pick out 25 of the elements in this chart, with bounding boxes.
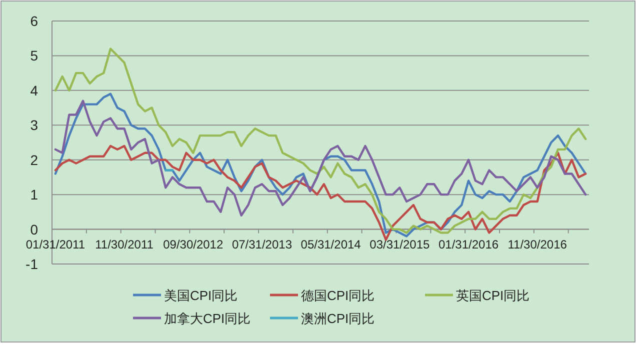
line-series: [54, 144, 587, 241]
legend-label: 英国CPI同比: [456, 288, 530, 303]
x-tick-label: 11/30/2016: [508, 237, 568, 252]
legend-label: 澳洲CPI同比: [301, 311, 375, 326]
y-tick-label: 4: [30, 82, 38, 98]
y-tick-label: 2: [30, 152, 38, 168]
y-tick-label: -1: [26, 256, 38, 272]
x-tick-label: 01/31/2016: [438, 237, 499, 252]
x-tick-label: 07/31/2013: [232, 237, 292, 252]
y-tick-label: 1: [30, 186, 38, 203]
y-tick-label: 6: [30, 13, 38, 29]
x-tick-label: 01/31/2011: [26, 237, 86, 252]
y-tick-label: 0: [30, 221, 38, 238]
line-series: [54, 48, 587, 234]
x-tick-label: 03/31/2015: [370, 237, 430, 252]
legend-label: 美国CPI同比: [164, 288, 238, 303]
line-series: [54, 92, 587, 238]
x-tick-label: 05/31/2014: [300, 237, 362, 252]
y-tick-label: 3: [30, 117, 38, 134]
legend-label: 加拿大CPI同比: [164, 311, 251, 326]
y-tick-label: 5: [30, 48, 38, 64]
legend-label: 德国CPI同比: [301, 288, 375, 303]
line-series: [54, 100, 587, 216]
x-tick-label: 11/30/2011: [95, 237, 154, 252]
x-tick-label: 09/30/2012: [163, 237, 224, 252]
